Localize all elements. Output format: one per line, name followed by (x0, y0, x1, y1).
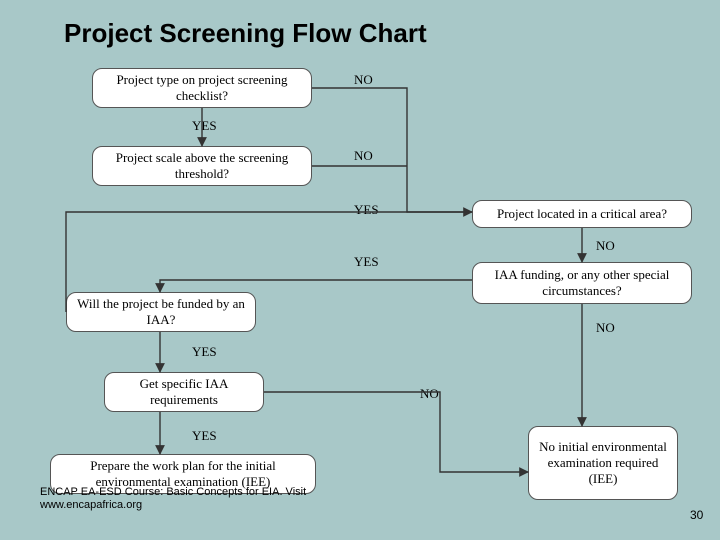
node-checklist: Project type on project screening checkl… (92, 68, 312, 108)
edge-yes-5: YES (192, 428, 217, 444)
edge-no-2: NO (354, 148, 373, 164)
footer-line1: ENCAP EA-ESD Course: Basic Concepts for … (40, 486, 306, 498)
node-will-iaa-fund: Will the project be funded by an IAA? (66, 292, 256, 332)
node-critical-area: Project located in a critical area? (472, 200, 692, 228)
edge-no-1: NO (354, 72, 373, 88)
edge-yes-3: YES (354, 254, 379, 270)
node-iaa-funding: IAA funding, or any other special circum… (472, 262, 692, 304)
edge-no-3: NO (596, 238, 615, 254)
node-no-iee: No initial environmental examination req… (528, 426, 678, 500)
footer-line2: www.encapafrica.org (40, 499, 142, 511)
node-iaa-reqs: Get specific IAA requirements (104, 372, 264, 412)
edge-yes-2: YES (354, 202, 379, 218)
footer-text: ENCAP EA-ESD Course: Basic Concepts for … (40, 486, 306, 512)
edge-no-4: NO (420, 386, 439, 402)
edge-yes-1: YES (192, 118, 217, 134)
node-scale: Project scale above the screening thresh… (92, 146, 312, 186)
edge-yes-4: YES (192, 344, 217, 360)
edge-no-5: NO (596, 320, 615, 336)
page-title: Project Screening Flow Chart (64, 18, 427, 49)
page-number: 30 (690, 508, 703, 522)
